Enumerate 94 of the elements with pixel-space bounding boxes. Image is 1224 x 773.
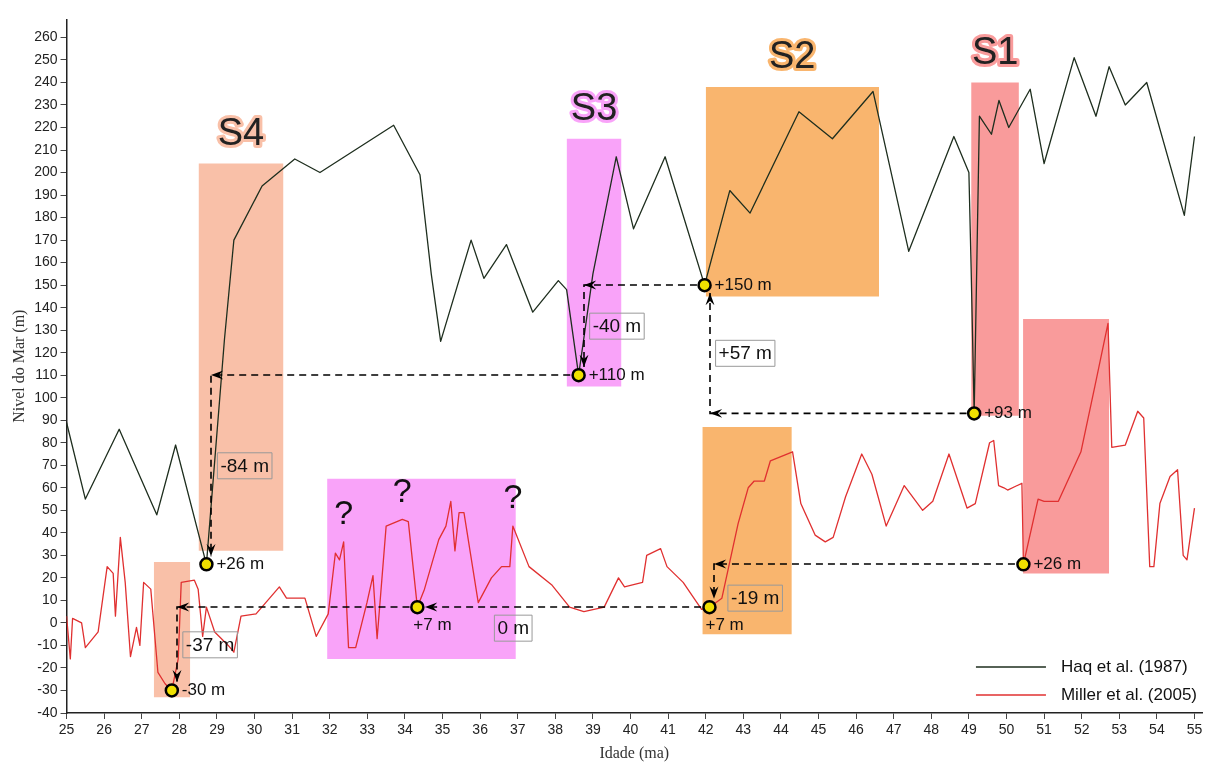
annotation: +7 m <box>413 615 452 635</box>
x-tick-label: 54 <box>1149 721 1165 738</box>
x-tick-label: 53 <box>1111 721 1128 738</box>
x-tick-label: 55 <box>1186 721 1203 738</box>
x-tick-label: 49 <box>961 721 977 738</box>
x-tick-label: 30 <box>246 721 263 738</box>
annotation: ? <box>392 470 412 509</box>
x-tick-label: 39 <box>585 721 601 738</box>
annotation: +26 m <box>1033 554 1082 574</box>
x-tick-label: 36 <box>472 721 489 738</box>
y-tick-label: 60 <box>41 478 58 495</box>
x-tick-label: 35 <box>434 721 451 738</box>
y-tick-label: 230 <box>34 95 58 112</box>
y-tick-label: 100 <box>34 388 58 405</box>
annotation: +150 m <box>714 274 772 294</box>
legend-label: Haq et al. (1987) <box>1060 656 1188 676</box>
annotation: -30 m <box>181 680 226 700</box>
y-tick-label: 180 <box>34 208 58 225</box>
legend-label: Miller et al. (2005) <box>1060 684 1198 704</box>
y-tick-label: 130 <box>34 321 58 338</box>
y-tick-label: 220 <box>34 118 58 135</box>
x-tick-label: 47 <box>885 721 902 738</box>
point <box>966 406 982 421</box>
x-tick-label: 25 <box>58 721 75 738</box>
x-tick-label: 41 <box>660 721 677 738</box>
annotation: +93 m <box>984 403 1032 423</box>
x-tick-label: 34 <box>397 721 413 738</box>
annotation: -19 m <box>730 586 780 608</box>
y-axis-title: Nivel do Mar (m) <box>9 309 28 423</box>
y-tick-label: 200 <box>34 163 58 180</box>
x-tick-label: 52 <box>1073 721 1090 738</box>
x-tick-label: 31 <box>284 721 301 738</box>
y-tick-label: 140 <box>34 298 58 315</box>
x-tick-label: 33 <box>359 721 376 738</box>
annotation: S2 <box>768 34 816 77</box>
y-tick-label: 40 <box>41 523 58 540</box>
y-tick-label: 170 <box>34 230 58 247</box>
point <box>410 599 425 615</box>
x-tick-label: 38 <box>547 721 564 738</box>
y-tick-label: 80 <box>41 433 58 450</box>
annotation: S4 <box>217 111 265 154</box>
x-tick-label: 46 <box>848 721 865 738</box>
x-tick-label: 44 <box>773 721 789 738</box>
y-tick-label: 190 <box>34 185 58 202</box>
y-tick-label: 10 <box>41 591 58 608</box>
x-tick-label: 50 <box>998 721 1015 738</box>
annotation: -40 m <box>592 314 642 336</box>
annotation: +26 m <box>216 554 265 574</box>
x-tick-label: 51 <box>1036 721 1053 738</box>
annotation: -84 m <box>220 454 269 476</box>
y-tick-label: 260 <box>34 28 58 45</box>
x-tick-label: 40 <box>622 721 639 738</box>
y-tick-label: 210 <box>34 140 58 157</box>
annotation: S1 <box>971 29 1019 72</box>
y-tick-label: 250 <box>34 50 58 67</box>
x-tick-label: 28 <box>171 721 188 738</box>
x-tick-label: 43 <box>735 721 752 738</box>
point <box>571 367 586 383</box>
y-tick-label: -20 <box>37 658 58 675</box>
x-tick-label: 42 <box>697 721 714 738</box>
point <box>702 599 717 615</box>
annotation: ? <box>503 477 523 516</box>
annotation: ? <box>334 493 354 532</box>
point <box>199 557 214 572</box>
y-tick-label: 160 <box>34 253 58 270</box>
x-tick-label: 48 <box>923 721 940 738</box>
y-tick-label: 240 <box>34 73 58 90</box>
y-tick-label: 120 <box>34 343 58 360</box>
y-tick-label: -30 <box>37 681 58 698</box>
y-tick-label: -40 <box>37 703 58 720</box>
annotation: S3 <box>570 86 618 129</box>
x-tick-label: 29 <box>209 721 225 738</box>
x-tick-label: 26 <box>96 721 113 738</box>
annotation: +110 m <box>588 364 645 384</box>
point <box>164 683 180 698</box>
annotation: +57 m <box>718 342 772 364</box>
x-tick-label: 37 <box>509 721 526 738</box>
point <box>697 277 712 293</box>
y-tick-label: 0 <box>49 613 58 630</box>
x-axis-title: Idade (ma) <box>599 743 670 762</box>
y-tick-label: 30 <box>41 546 58 563</box>
x-tick-label: 45 <box>810 721 827 738</box>
annotation: +7 m <box>705 615 744 635</box>
y-tick-label: 50 <box>41 501 58 518</box>
annotation: 0 m <box>497 616 530 638</box>
x-tick-label: 32 <box>321 721 338 738</box>
point <box>1016 557 1031 572</box>
y-tick-label: -10 <box>37 636 58 653</box>
y-tick-label: 20 <box>41 568 58 585</box>
y-tick-label: 150 <box>34 275 58 292</box>
x-tick-label: 27 <box>133 721 150 738</box>
y-tick-label: 90 <box>41 411 58 428</box>
y-tick-label: 70 <box>41 456 58 473</box>
y-tick-label: 110 <box>35 366 58 383</box>
